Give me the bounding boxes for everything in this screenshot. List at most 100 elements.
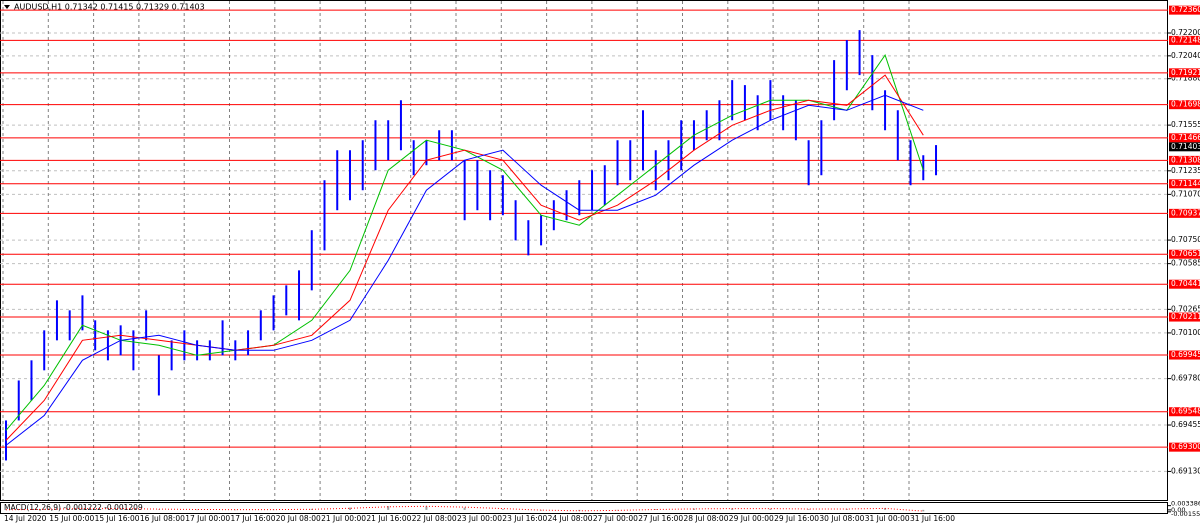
current-price-tag: [1169, 142, 1200, 152]
level-label: 0.71466: [1171, 133, 1200, 142]
macd-bar: [196, 509, 199, 511]
x-tick-label: 29 Jul 16:00: [774, 514, 819, 523]
y-tick-label: 0.72200: [1171, 28, 1200, 37]
level-tag: [1169, 68, 1200, 78]
level-label: 0.70441: [1171, 279, 1200, 288]
chart-header: AUDUSD,H1 0.71342 0.71415 0.71329 0.7140…: [14, 3, 205, 12]
y-tick-label: -0.00155: [1171, 510, 1200, 518]
x-tick-label: 22 Jul 08:00: [412, 514, 457, 523]
macd-bar: [654, 509, 657, 510]
level-tag: [1169, 312, 1200, 322]
level-tag: [1169, 5, 1200, 15]
x-tick-label: 31 Jul 00:00: [865, 514, 910, 523]
macd-bar: [769, 508, 772, 510]
macd-bar: [922, 509, 925, 512]
level-tag: [1169, 279, 1200, 289]
level-tag: [1169, 35, 1200, 45]
level-label: 0.69300: [1171, 442, 1200, 451]
y-tick-label: 0.70750: [1171, 235, 1200, 244]
macd-bar: [348, 507, 351, 510]
x-tick-label: 21 Jul 00:00: [321, 514, 366, 523]
y-tick-label: 0.72040: [1171, 51, 1200, 60]
level-label: 0.69945: [1171, 350, 1200, 359]
level-label: 0.72360: [1171, 5, 1200, 14]
macd-bar: [692, 508, 695, 510]
level-tag: [1169, 249, 1200, 259]
level-tag: [1169, 350, 1200, 360]
level-tag: [1169, 155, 1200, 165]
macd-bar: [425, 506, 428, 510]
macd-bar: [463, 507, 466, 510]
y-tick-label: 0.71880: [1171, 74, 1200, 83]
y-tick-label: 0.69455: [1171, 420, 1200, 429]
level-tag: [1169, 100, 1200, 110]
x-tick-label: 27 Jul 16:00: [638, 514, 683, 523]
macd-bar: [387, 506, 390, 510]
macd-title: MACD(12,26,9) -0.001222 -0.001209: [4, 503, 143, 512]
x-tick-label: 23 Jul 00:00: [457, 514, 502, 523]
level-label: 0.71144: [1171, 179, 1200, 188]
macd-bar: [540, 509, 543, 511]
level-label: 0.71308: [1171, 155, 1200, 164]
macd-frame: [0, 502, 1168, 514]
level-label: 0.70937: [1171, 208, 1200, 217]
y-tick-label: 0.69780: [1171, 374, 1200, 383]
y-tick-label: 0.71555: [1171, 120, 1200, 129]
x-tick-label: 15 Jul 16:00: [95, 514, 140, 523]
moving-average: [5, 74, 924, 441]
x-tick-label: 23 Jul 16:00: [502, 514, 547, 523]
macd-bar: [43, 508, 46, 510]
y-tick-label: 0.71235: [1171, 166, 1200, 175]
y-tick-label: 0.70585: [1171, 259, 1200, 268]
y-tick-label: 0.70265: [1171, 304, 1200, 313]
level-tag: [1169, 133, 1200, 143]
macd-bar: [157, 509, 160, 510]
level-label: 0.70211: [1171, 312, 1200, 321]
y-tick-label: 0.003386: [1171, 500, 1200, 508]
macd-bar: [5, 509, 7, 511]
y-tick-label: 0.00: [1171, 506, 1185, 514]
level-tag: [1169, 407, 1200, 417]
level-tag: [1169, 208, 1200, 218]
x-tick-label: 24 Jul 08:00: [548, 514, 593, 523]
x-tick-label: 16 Jul 08:00: [140, 514, 185, 523]
macd-bar: [234, 509, 237, 511]
level-tag: [1169, 179, 1200, 189]
macd-bar: [501, 509, 504, 510]
level-label: 0.71698: [1171, 100, 1200, 109]
y-tick-label: 0.70100: [1171, 328, 1200, 337]
menu-arrow[interactable]: [4, 5, 10, 9]
macd-bar: [807, 509, 810, 510]
level-label: 0.69548: [1171, 407, 1200, 416]
x-tick-label: 14 Jul 2020: [4, 514, 47, 523]
x-tick-label: 21 Jul 16:00: [366, 514, 411, 523]
x-tick-label: 27 Jul 00:00: [593, 514, 638, 523]
main-frame: [0, 0, 1168, 501]
level-label: 0.72148: [1171, 35, 1200, 44]
x-tick-label: 29 Jul 00:00: [729, 514, 774, 523]
level-label: 0.71921: [1171, 68, 1200, 77]
x-tick-label: 15 Jul 00:00: [49, 514, 94, 523]
x-tick-label: 31 Jul 16:00: [910, 514, 955, 523]
level-label: 0.70651: [1171, 249, 1200, 258]
price-axis: 0.72200 0.72040 0.71880 0.71555 0.71235 0.710…: [1168, 28, 1200, 475]
macd-bar: [731, 508, 734, 510]
macd-bar: [81, 508, 84, 510]
y-tick-label: 0.71070: [1171, 189, 1200, 198]
macd-bar: [310, 508, 313, 510]
moving-average: [5, 94, 924, 446]
x-tick-label: 20 Jul 08:00: [276, 514, 321, 523]
current-price-label: 0.71403: [1171, 142, 1200, 151]
x-tick-label: 30 Jul 08:00: [819, 514, 864, 523]
macd-bar: [616, 509, 619, 511]
x-tick-label: 17 Jul 00:00: [185, 514, 230, 523]
x-tick-label: 28 Jul 08:00: [684, 514, 729, 523]
y-tick-label: 0.69130: [1171, 466, 1200, 475]
level-tag: [1169, 442, 1200, 452]
macd-bar: [884, 508, 887, 510]
macd-bar: [119, 508, 122, 510]
x-tick-label: 17 Jul 16:00: [231, 514, 276, 523]
